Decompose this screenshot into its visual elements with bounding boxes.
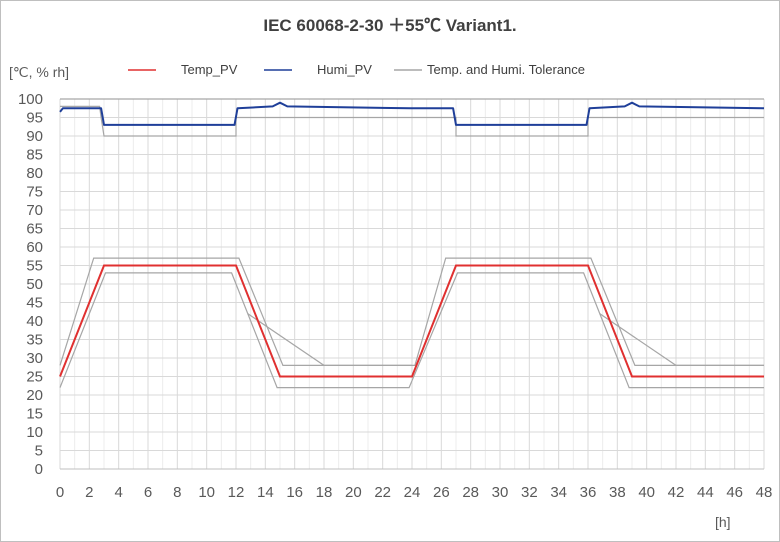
legend-label-humi: Humi_PV (317, 62, 372, 77)
y-tick-label: 90 (26, 128, 43, 145)
x-tick-label: 18 (316, 484, 333, 501)
x-tick-label: 14 (257, 484, 274, 501)
y-tick-label: 85 (26, 147, 43, 164)
x-tick-label: 2 (85, 484, 93, 501)
x-tick-label: 26 (433, 484, 450, 501)
y-tick-label: 70 (26, 202, 43, 219)
y-tick-label: 95 (26, 110, 43, 127)
x-tick-label: 30 (492, 484, 509, 501)
humi-pv-line (59, 101, 765, 126)
x-tick-label: 38 (609, 484, 626, 501)
series (59, 98, 765, 389)
x-axis-label: [h] (715, 514, 731, 530)
x-tick-label: 4 (114, 484, 122, 501)
grid (59, 98, 765, 470)
tolerance-line-4 (247, 313, 412, 366)
y-tick-label: 60 (26, 239, 43, 256)
tolerance-line-1 (60, 105, 764, 137)
legend: Temp_PV Humi_PV Temp. and Humi. Toleranc… (128, 62, 585, 77)
x-tick-label: 34 (550, 484, 567, 501)
x-tick-label: 44 (697, 484, 714, 501)
legend-label-temp: Temp_PV (181, 62, 238, 77)
y-tick-label: 40 (26, 313, 43, 330)
y-tick-label: 5 (35, 443, 43, 460)
tolerance-line-2 (59, 257, 764, 366)
x-tick-label: 0 (56, 484, 64, 501)
x-tick-label: 20 (345, 484, 362, 501)
y-tick-label: 0 (35, 461, 43, 478)
y-tick-label: 10 (26, 424, 43, 441)
x-tick-label: 16 (286, 484, 303, 501)
x-tick-label: 36 (580, 484, 597, 501)
x-tick-label: 10 (198, 484, 215, 501)
y-tick-label: 50 (26, 276, 43, 293)
x-tick-label: 28 (462, 484, 479, 501)
x-tick-label: 8 (173, 484, 181, 501)
y-axis-label: [℃, % rh] (9, 64, 69, 80)
y-tick-label: 15 (26, 406, 43, 423)
x-tick-label: 46 (726, 484, 743, 501)
x-tick-label: 48 (756, 484, 773, 501)
x-tick-label: 40 (638, 484, 655, 501)
x-tick-label: 12 (228, 484, 245, 501)
y-tick-label: 80 (26, 165, 43, 182)
y-tick-label: 55 (26, 258, 43, 275)
x-tick-label: 32 (521, 484, 538, 501)
chart-title: IEC 60068-2-30 ＋55℃ Variant1. (263, 16, 516, 35)
tolerance-line-3 (59, 272, 764, 389)
y-tick-label: 65 (26, 221, 43, 238)
temp-pv-line (59, 264, 764, 378)
y-tick-label: 35 (26, 332, 43, 349)
x-tick-labels: 0 2 4 6 8 10 12 14 16 18 20 22 24 26 28 30 32 34 36 38 40 42 4… (56, 484, 773, 501)
tolerance-line-5 (599, 313, 764, 366)
y-tick-label: 25 (26, 369, 43, 386)
y-tick-label: 45 (26, 295, 43, 312)
legend-label-tolerance: Temp. and Humi. Tolerance (427, 62, 585, 77)
x-tick-label: 42 (668, 484, 685, 501)
y-tick-label: 30 (26, 350, 43, 367)
y-tick-label: 100 (18, 91, 43, 108)
y-tick-label: 20 (26, 387, 43, 404)
x-tick-label: 6 (144, 484, 152, 501)
x-tick-label: 22 (374, 484, 391, 501)
y-tick-label: 75 (26, 184, 43, 201)
x-tick-label: 24 (404, 484, 421, 501)
